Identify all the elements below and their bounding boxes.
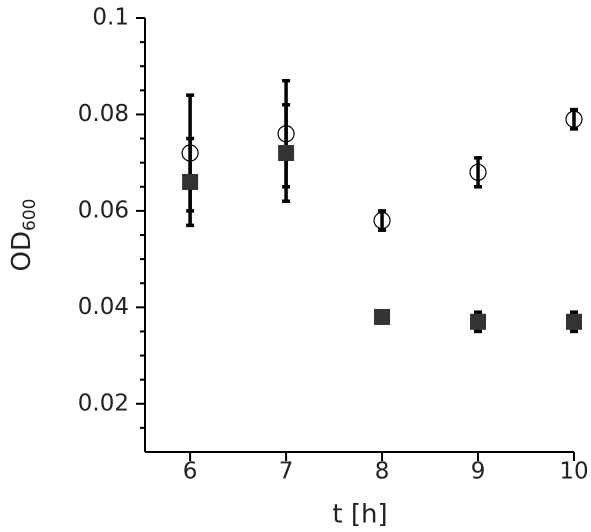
x-tick-label: 8 [375,459,390,485]
x-axis-label: t [h] [332,500,387,530]
x-tick-label: 6 [183,459,198,485]
error-bar [474,156,483,189]
y-tick-label: 0.08 [78,101,129,127]
y-tick-label: 0.02 [78,390,129,416]
square-point [374,308,391,325]
x-tick-label: 10 [559,459,588,485]
circle-point [469,163,487,181]
square-point [470,313,487,330]
x-tick-label: 9 [471,459,486,485]
square-point [566,313,582,330]
y-axis-label-subscript: 600 [20,199,40,231]
y-axis-label-main: OD [7,231,37,272]
error-bar [570,107,578,131]
circle-point [565,110,583,128]
circle-point [373,211,391,230]
y-tick-label: 0.04 [78,294,129,320]
y-axis-label: OD600 [7,199,41,272]
error-bar [378,209,387,232]
square-point [182,173,199,190]
x-tick-label: 7 [279,459,294,485]
y-tick-label: 0.1 [92,5,129,31]
y-tick-label: 0.06 [78,197,129,223]
square-point [278,145,295,162]
